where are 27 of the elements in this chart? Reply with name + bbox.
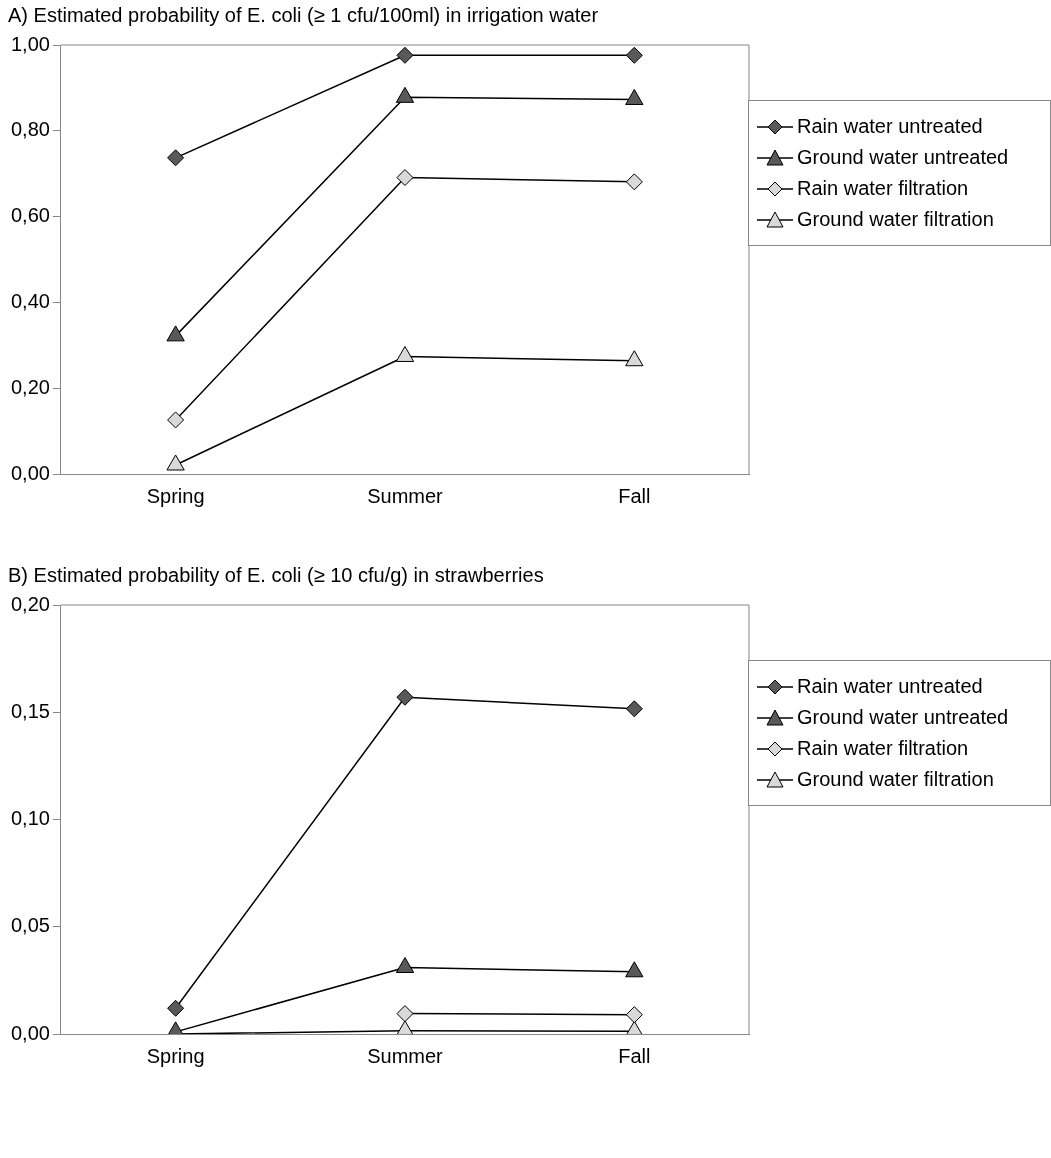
chart-title: B) Estimated probability of E. coli (≥ 10 cfu/g) in strawberries — [8, 564, 544, 587]
y-tick-label: 0,20 — [10, 592, 50, 615]
legend-label: Ground water filtration — [797, 768, 994, 791]
legend-label: Ground water filtration — [797, 208, 994, 231]
y-tick-label: 0,05 — [10, 914, 50, 937]
y-tick-label: 0,60 — [10, 204, 50, 227]
y-tick-label: 0,10 — [10, 807, 50, 830]
y-tick-label: 0,00 — [10, 1021, 50, 1044]
x-tick-label: Fall — [618, 484, 651, 507]
y-tick-label: 0,80 — [10, 118, 50, 141]
x-tick-label: Summer — [367, 484, 444, 507]
x-tick-label: Summer — [367, 1044, 444, 1067]
x-tick-label: Spring — [146, 484, 205, 507]
y-tick-label: 1,00 — [10, 32, 50, 55]
legend-label: Rain water filtration — [797, 177, 969, 200]
legend-label: Ground water untreated — [797, 706, 1009, 729]
legend-label: Rain water untreated — [797, 115, 983, 138]
y-tick-label: 0,00 — [10, 461, 50, 484]
y-tick-label: 0,40 — [10, 289, 50, 312]
chart-title: A) Estimated probability of E. coli (≥ 1 cfu/100ml) in irrigation water — [8, 4, 599, 27]
x-tick-label: Spring — [146, 1044, 205, 1067]
y-tick-label: 0,20 — [10, 375, 50, 398]
legend-label: Rain water filtration — [797, 737, 969, 760]
x-tick-label: Fall — [618, 1044, 651, 1067]
legend-label: Rain water untreated — [797, 675, 983, 698]
y-tick-label: 0,15 — [10, 699, 50, 722]
legend-label: Ground water untreated — [797, 146, 1009, 169]
